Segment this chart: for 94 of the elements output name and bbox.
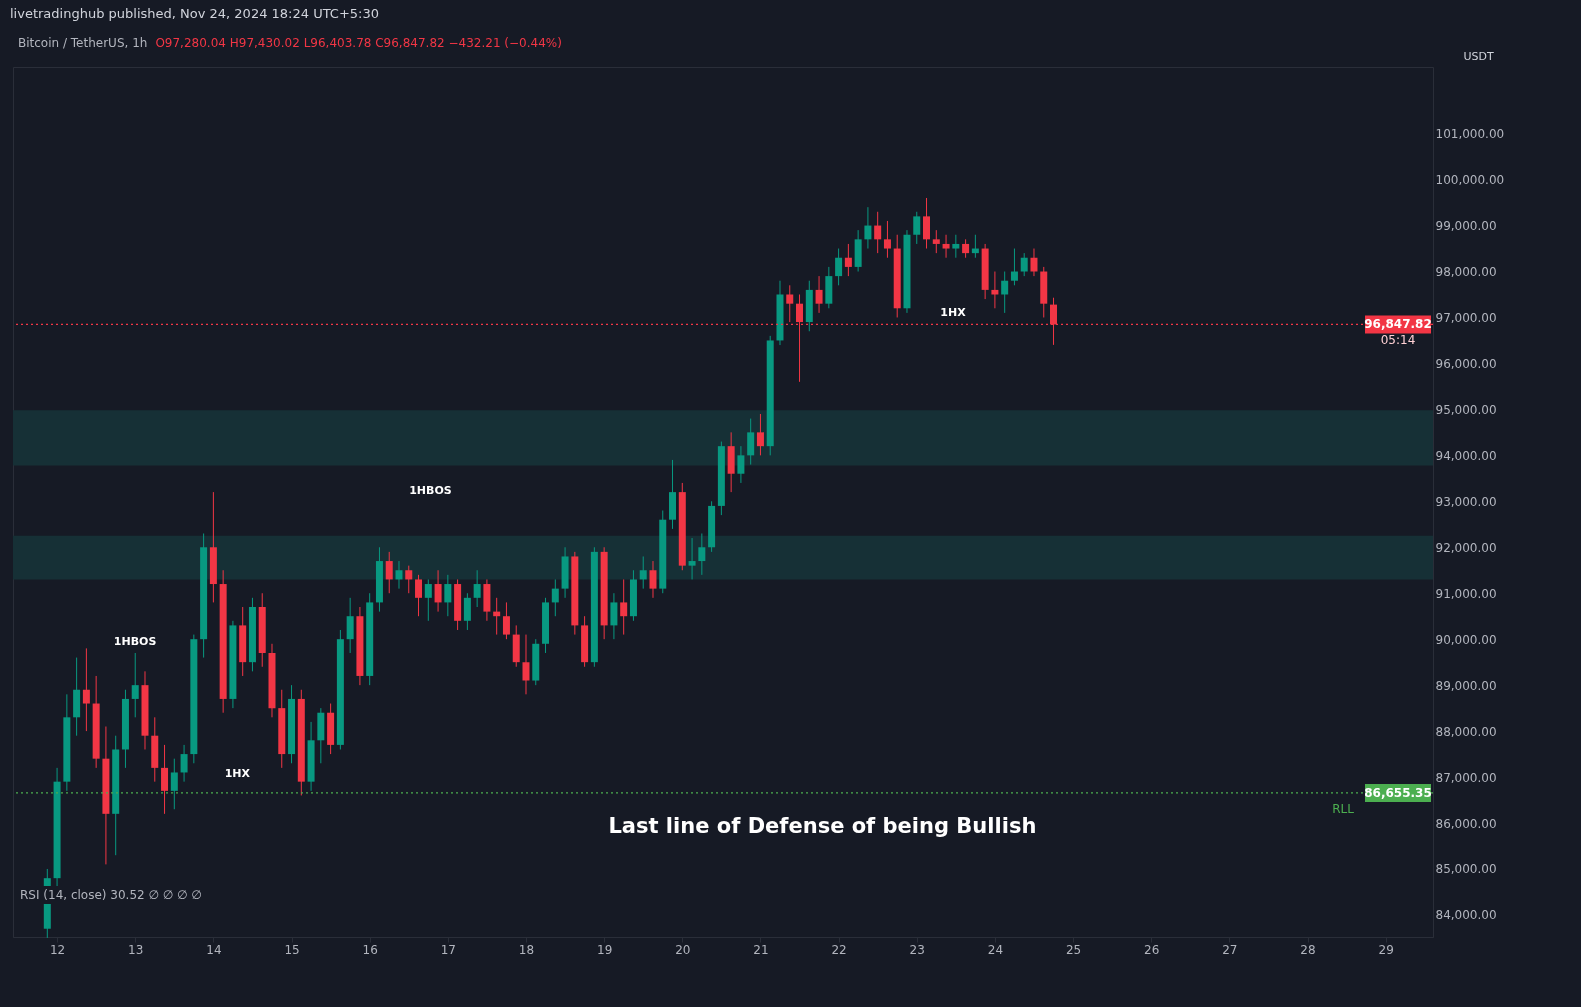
ref-line-label: 96,847.82 bbox=[1364, 317, 1432, 332]
annotation: 05:14 bbox=[1380, 333, 1416, 348]
y-axis-title: USDT bbox=[1463, 49, 1494, 63]
x-tick-label: 13 bbox=[128, 942, 144, 957]
candlestick bbox=[415, 574, 423, 617]
candlestick bbox=[942, 234, 950, 259]
text: livetradinghub published, Nov 24, 2024 18:24 UTC+5:30 bbox=[9, 5, 380, 23]
annotation: 1HX bbox=[940, 306, 967, 320]
text: O97,280.04 H97,430.02 L96,403.78 C96,847.82 −432.21 (−0.44%) bbox=[155, 36, 562, 50]
x-tick-label: 14 bbox=[206, 942, 222, 957]
annotation: 1HX bbox=[224, 767, 251, 781]
candlestick bbox=[688, 537, 696, 580]
annotation: Last line of Defense of being Bullish bbox=[608, 813, 1037, 838]
candlestick bbox=[170, 758, 178, 810]
x-tick-label: 12 bbox=[49, 942, 66, 957]
chart-title: Bitcoin / TetherUS, 1h bbox=[18, 36, 148, 50]
x-tick-label: 16 bbox=[362, 942, 378, 957]
candlestick bbox=[883, 220, 891, 259]
candlestick bbox=[815, 275, 823, 314]
candlestick bbox=[444, 574, 452, 617]
ref-line-label: 86,655.35 bbox=[1364, 785, 1432, 800]
candlestick bbox=[1010, 248, 1018, 286]
candlestick bbox=[835, 248, 843, 286]
candlestick bbox=[756, 413, 764, 456]
candlestick bbox=[952, 234, 960, 259]
y-tick-label: 88,000.00 bbox=[1435, 724, 1497, 739]
candlestick bbox=[522, 634, 530, 695]
candlestick bbox=[639, 555, 647, 590]
candlestick bbox=[649, 560, 657, 599]
x-tick-label: 15 bbox=[284, 942, 300, 957]
x-tick-label: 27 bbox=[1222, 942, 1238, 957]
x-tick-label: 18 bbox=[518, 942, 535, 957]
candlestick bbox=[962, 238, 970, 259]
candlestick bbox=[180, 744, 188, 783]
x-tick-label: 28 bbox=[1300, 942, 1316, 957]
candlestick bbox=[874, 211, 882, 254]
candlestick bbox=[610, 592, 618, 640]
candlestick bbox=[620, 578, 628, 636]
y-tick-label: 101,000.00 bbox=[1435, 127, 1505, 142]
candlestick bbox=[864, 206, 872, 250]
x-tick-label: 21 bbox=[753, 942, 769, 957]
y-tick-label: 92,000.00 bbox=[1435, 540, 1497, 555]
candlestick bbox=[1020, 252, 1028, 277]
x-tick-label: 20 bbox=[675, 942, 691, 957]
candlestick bbox=[385, 551, 393, 594]
annotation: 1HBOS bbox=[113, 635, 157, 649]
candlestick bbox=[463, 592, 471, 631]
y-tick-label: 87,000.00 bbox=[1435, 770, 1497, 785]
annotation: 1HBOS bbox=[409, 483, 452, 497]
y-tick-label: 100,000.00 bbox=[1435, 173, 1505, 188]
candlestick bbox=[1030, 248, 1038, 277]
candlestick bbox=[82, 647, 90, 732]
candlestick bbox=[405, 565, 413, 594]
candlestick bbox=[923, 197, 931, 250]
candlestick bbox=[161, 744, 169, 815]
candlestick bbox=[551, 578, 559, 617]
annotation: RLL bbox=[1332, 801, 1355, 816]
candlestick bbox=[502, 601, 510, 640]
candlestick bbox=[844, 243, 852, 277]
y-tick-label: 93,000.00 bbox=[1435, 494, 1497, 509]
y-tick-label: 89,000.00 bbox=[1435, 678, 1497, 693]
y-tick-label: 85,000.00 bbox=[1435, 862, 1497, 877]
x-tick-label: 19 bbox=[597, 942, 613, 957]
candlestick bbox=[1001, 271, 1009, 314]
y-tick-label: 86,000.00 bbox=[1435, 816, 1497, 831]
x-tick-label: 25 bbox=[1065, 942, 1082, 957]
candlestick bbox=[698, 532, 706, 576]
x-tick-label: 22 bbox=[831, 942, 847, 957]
y-tick-label: 99,000.00 bbox=[1435, 219, 1497, 234]
y-tick-label: 96,000.00 bbox=[1435, 356, 1497, 371]
candlestick bbox=[786, 284, 794, 323]
annotation: RSI (14, close) 30.52 ∅ ∅ ∅ ∅ bbox=[18, 886, 204, 904]
candlestick bbox=[932, 229, 940, 254]
y-tick-label: 90,000.00 bbox=[1435, 632, 1497, 647]
candlestick bbox=[346, 597, 354, 654]
candlestick bbox=[424, 578, 432, 622]
candlestick bbox=[747, 418, 755, 466]
y-tick-label: 84,000.00 bbox=[1435, 908, 1497, 923]
x-tick-label: 23 bbox=[909, 942, 925, 957]
y-tick-label: 97,000.00 bbox=[1435, 310, 1497, 325]
x-tick-label: 17 bbox=[440, 942, 456, 957]
x-tick-label: 24 bbox=[987, 942, 1004, 957]
y-tick-label: 98,000.00 bbox=[1435, 265, 1497, 280]
candlestick bbox=[737, 445, 745, 484]
candlestick bbox=[131, 652, 139, 718]
candlestick bbox=[395, 560, 403, 590]
x-tick-label: 29 bbox=[1378, 942, 1394, 957]
y-tick-label: 94,000.00 bbox=[1435, 448, 1497, 463]
candlestick bbox=[473, 569, 481, 608]
y-tick-label: 95,000.00 bbox=[1435, 402, 1497, 417]
candlestick bbox=[913, 211, 921, 245]
y-tick-label: 91,000.00 bbox=[1435, 586, 1497, 601]
candlestick bbox=[434, 569, 442, 613]
x-tick-label: 26 bbox=[1144, 942, 1160, 957]
